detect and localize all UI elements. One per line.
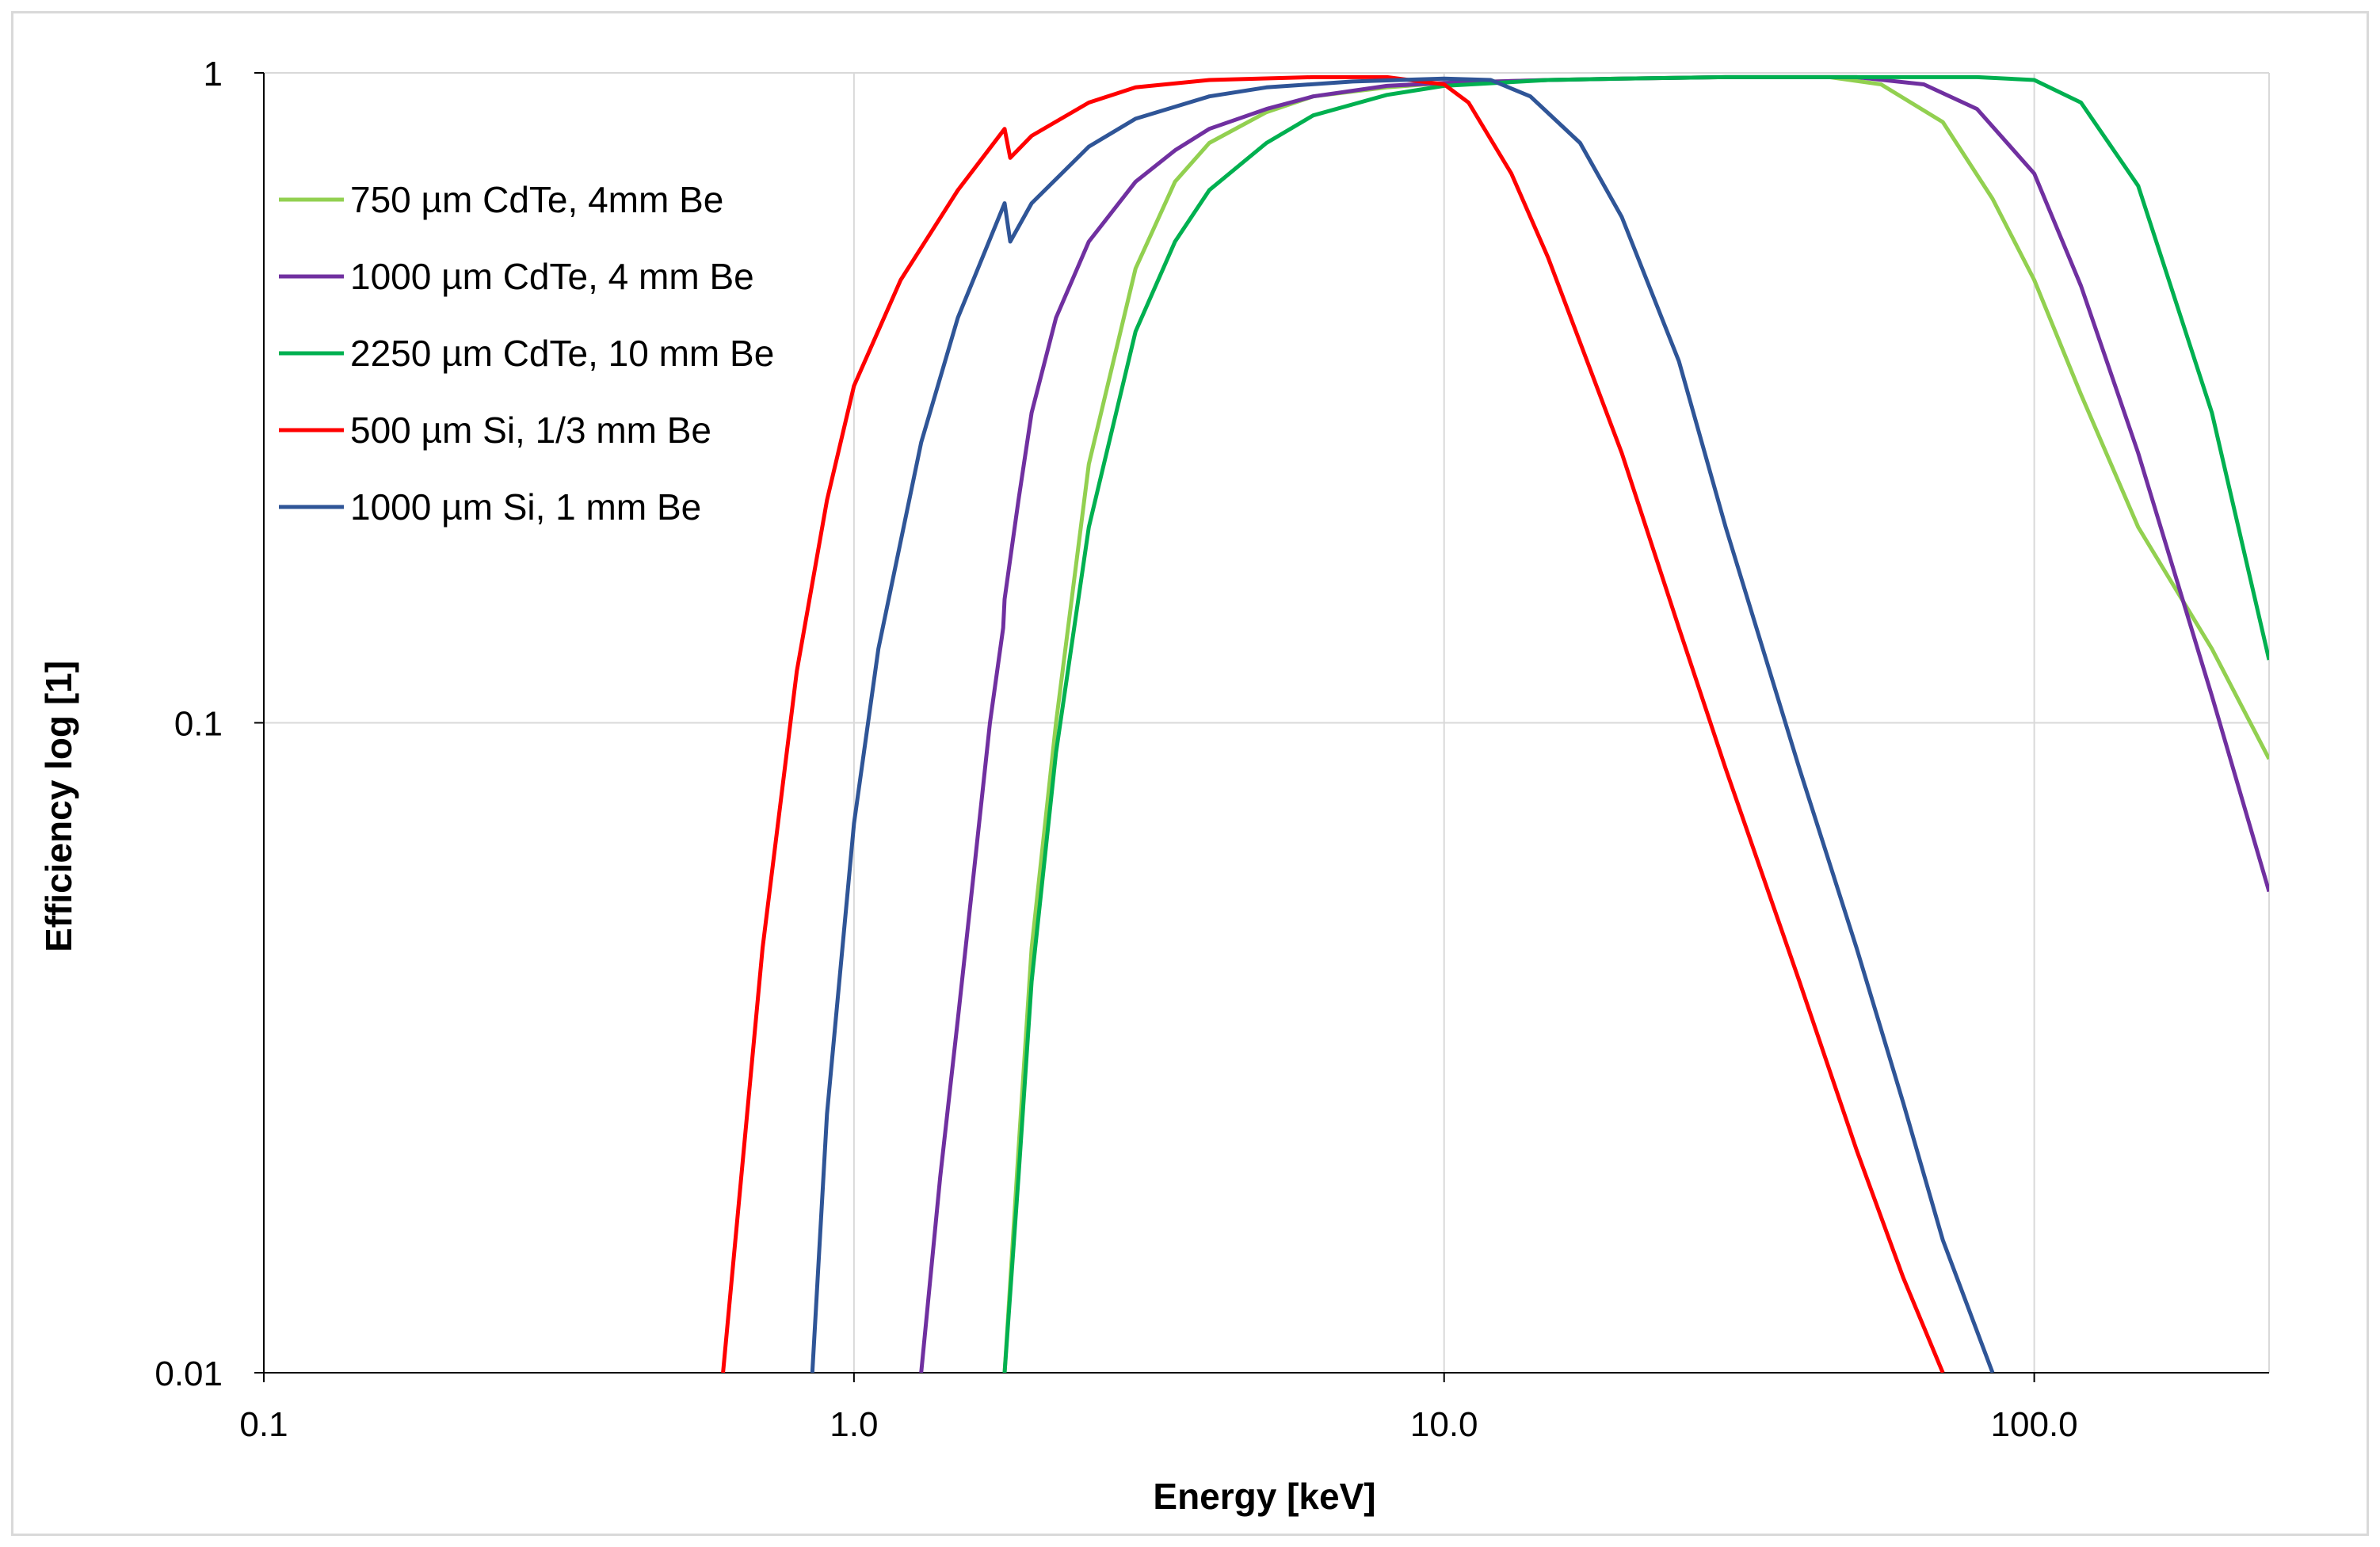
- legend-label: 1000 µm CdTe, 4 mm Be: [350, 256, 754, 297]
- legend-label: 2250 µm CdTe, 10 mm Be: [350, 333, 774, 374]
- legend-label: 750 µm CdTe, 4mm Be: [350, 179, 723, 220]
- chart-frame: [11, 11, 2369, 1536]
- y-tick-label: 0.1: [174, 705, 223, 744]
- x-tick-label: 1.0: [830, 1405, 878, 1444]
- series-line-3: [1002, 74, 2269, 1373]
- y-axis-title: Efficiency log [1]: [38, 661, 79, 952]
- y-tick-label: 0.01: [154, 1355, 223, 1393]
- x-tick-label: 0.1: [239, 1405, 288, 1444]
- y-tick-label: 1: [204, 55, 223, 93]
- series-line-5: [810, 76, 1995, 1373]
- legend: 750 µm CdTe, 4mm Be 1000 µm CdTe, 4 mm Be…: [279, 179, 774, 528]
- x-tick-label: 100.0: [1991, 1405, 2078, 1444]
- series-line-2: [919, 74, 2269, 1373]
- x-tick-label: 10.0: [1410, 1405, 1478, 1444]
- legend-label: 500 µm Si, 1/3 mm Be: [350, 410, 711, 451]
- x-axis-title: Energy [keV]: [1153, 1476, 1375, 1517]
- grid-layer: [264, 72, 2270, 1373]
- legend-label: 1000 µm Si, 1 mm Be: [350, 486, 701, 528]
- series-line-1: [1002, 74, 2269, 1373]
- series-line-4: [721, 74, 1945, 1373]
- axis-layer: 0.1 1.0 10.0 100.0 0.01 0.1 1: [154, 55, 2269, 1444]
- series-layer: [721, 74, 2269, 1373]
